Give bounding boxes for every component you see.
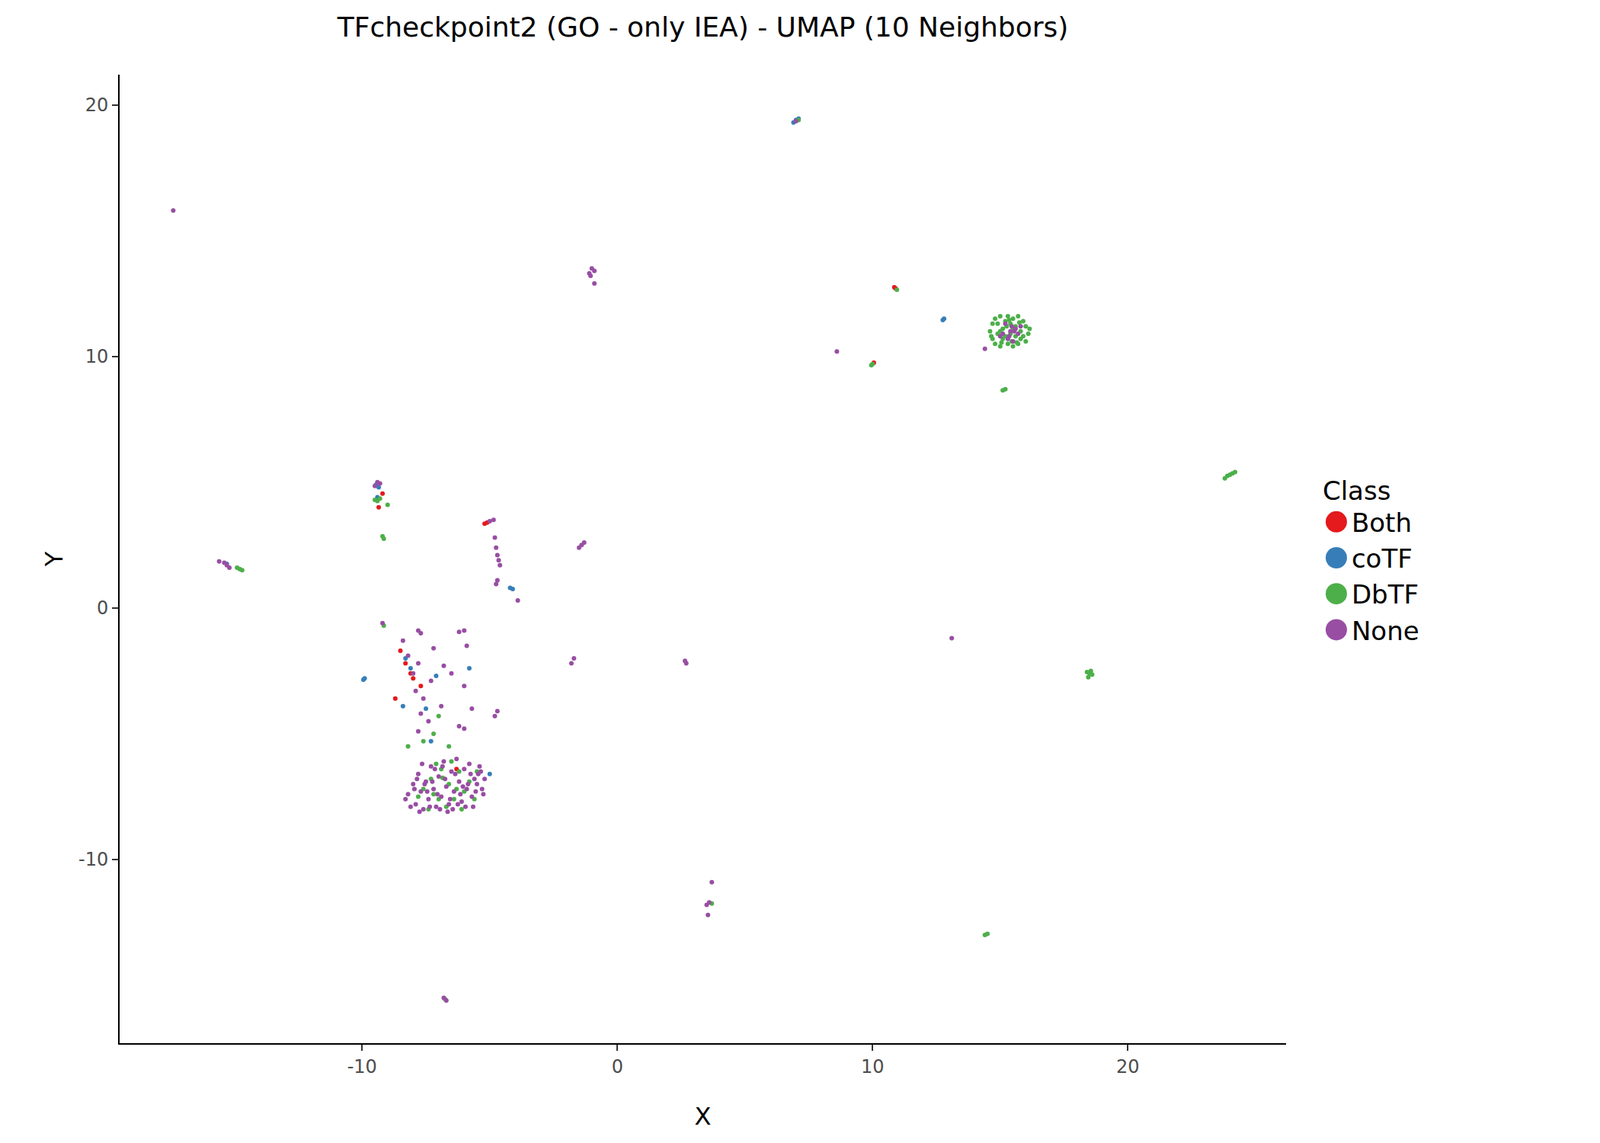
svg-text:coTF: coTF <box>1351 543 1413 574</box>
svg-text:10: 10 <box>85 345 109 368</box>
svg-text:-10: -10 <box>78 848 109 871</box>
svg-text:0: 0 <box>611 1056 624 1078</box>
svg-text:-10: -10 <box>347 1056 378 1078</box>
svg-text:None: None <box>1351 615 1420 647</box>
svg-text:20: 20 <box>85 94 109 116</box>
svg-text:Y: Y <box>39 550 69 567</box>
svg-text:DbTF: DbTF <box>1351 579 1419 610</box>
svg-text:0: 0 <box>96 597 109 619</box>
svg-text:X: X <box>694 1101 712 1131</box>
svg-text:Class: Class <box>1322 475 1391 506</box>
svg-text:TFcheckpoint2 (GO - only IEA): TFcheckpoint2 (GO - only IEA) - UMAP (10… <box>336 11 1069 43</box>
svg-text:20: 20 <box>1116 1056 1140 1078</box>
svg-text:Both: Both <box>1351 507 1412 538</box>
svg-text:10: 10 <box>860 1056 885 1078</box>
